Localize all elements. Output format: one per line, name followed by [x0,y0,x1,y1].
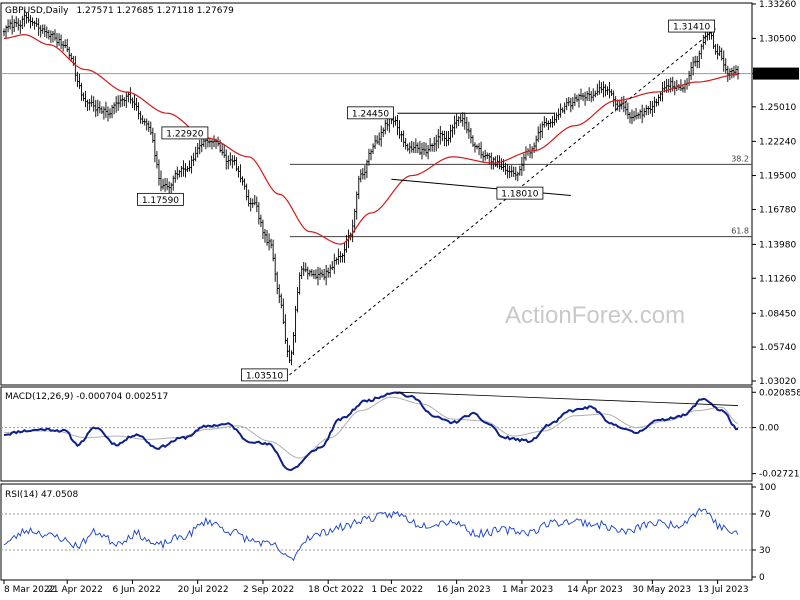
current-price-marker [753,67,799,80]
price-annotation-label: 1.22920 [166,129,203,139]
price-tick-label: 1.05740 [759,343,796,353]
price-tick-label: 1.33260 [759,0,796,10]
time-tick-label: 2 Sep 2022 [243,585,294,595]
price-panel-frame [0,2,753,386]
price-annotation-label: 1.24450 [352,109,389,119]
rsi-axis: 100 70 30 0 [1,483,776,583]
time-tick-label: 18 Oct 2022 [308,585,364,595]
price-annotation-label: 1.18010 [501,190,538,200]
rsi-tick-label: 30 [759,546,771,556]
price-levels: 38.2 61.8 [1,73,752,238]
macd-panel-frame [0,386,753,482]
rsi-tick-label: 70 [759,510,771,520]
price-tick-label: 1.16780 [759,205,796,215]
fibo-level-label: 38.2 [731,154,749,163]
time-tick-label: 1 Mar 2023 [502,585,553,595]
macd-title: MACD(12,26,9) -0.000704 0.002517 [5,392,168,402]
time-tick-label: 14 Apr 2023 [567,585,623,595]
price-annotation-box [161,126,209,140]
time-tick-label: 8 Mar 2022 [4,585,55,595]
time-tick-label: 13 Jul 2023 [698,585,749,595]
rsi-tick-label: 0 [759,573,765,583]
price-annotation-label: 1.17590 [142,196,179,206]
sma-line [3,34,739,245]
macd-signal-line [3,396,739,459]
macd-divergence-line [395,391,739,406]
rsi-title: RSI(14) 47.0508 [5,490,78,500]
macd-tick-label: -0.027213 [759,470,800,480]
time-tick-label: 6 Jun 2022 [112,585,160,595]
price-annotation-label: 1.31410 [673,23,710,33]
macd-tick-label: 0.020858 [759,388,800,398]
time-tick-label: 30 May 2023 [632,585,691,595]
macd-tick-label: 0.00 [759,424,779,434]
current-price-label: 1.27679 [758,70,795,80]
symbol-title: GBPUSD,Daily 1.27571 1.27685 1.27118 1.27… [5,6,234,16]
rsi-line [3,507,739,562]
price-tick-label: 1.25010 [759,103,796,113]
price-annotation-box [347,106,394,120]
price-annotation-label: 1.03510 [246,371,283,381]
price-tick-label: 1.08450 [759,309,796,319]
price-axis: 1.33260 1.30500 1.27679 1.25010 1.22240 1.195… [752,0,799,387]
price-tick-label: 1.19500 [759,172,796,182]
price-ohlc-bars [2,9,740,366]
rsi-tick-label: 100 [759,483,776,493]
price-tick-label: 1.13980 [759,240,796,250]
symbol-name: GBPUSD,Daily [5,6,69,16]
dashed-trendline [289,26,718,376]
price-annotations: 1.31410 1.24450 1.22920 1.17590 1.18010 1.035… [137,19,716,382]
price-tick-label: 1.03020 [759,377,796,387]
price-annotation-box [241,368,288,382]
watermark: ActionForex.com [505,302,685,329]
macd-trendline [395,391,739,406]
ohlc-values: 1.27571 1.27685 1.27118 1.27679 [76,6,234,16]
price-tick-label: 1.22240 [759,137,796,147]
price-annotation-box [496,186,544,200]
time-tick-label: 21 Apr 2022 [47,585,103,595]
macd-line [3,391,739,471]
price-tick-label: 1.30500 [759,34,796,44]
panel-frames [0,2,753,581]
time-tick-label: 20 Jul 2022 [178,585,229,595]
macd-axis: 0.020858 0.00 -0.027213 [1,388,800,480]
price-annotation-box [668,19,716,33]
fibo-level-label: 61.8 [731,227,749,236]
time-tick-label: 16 Jan 2023 [437,585,491,595]
price-annotation-box [137,192,184,206]
time-tick-label: 1 Dec 2022 [371,585,423,595]
rsi-panel-frame [0,483,753,581]
ohlc-bars-path [2,9,740,366]
price-tick-label: 1.11260 [759,274,796,284]
